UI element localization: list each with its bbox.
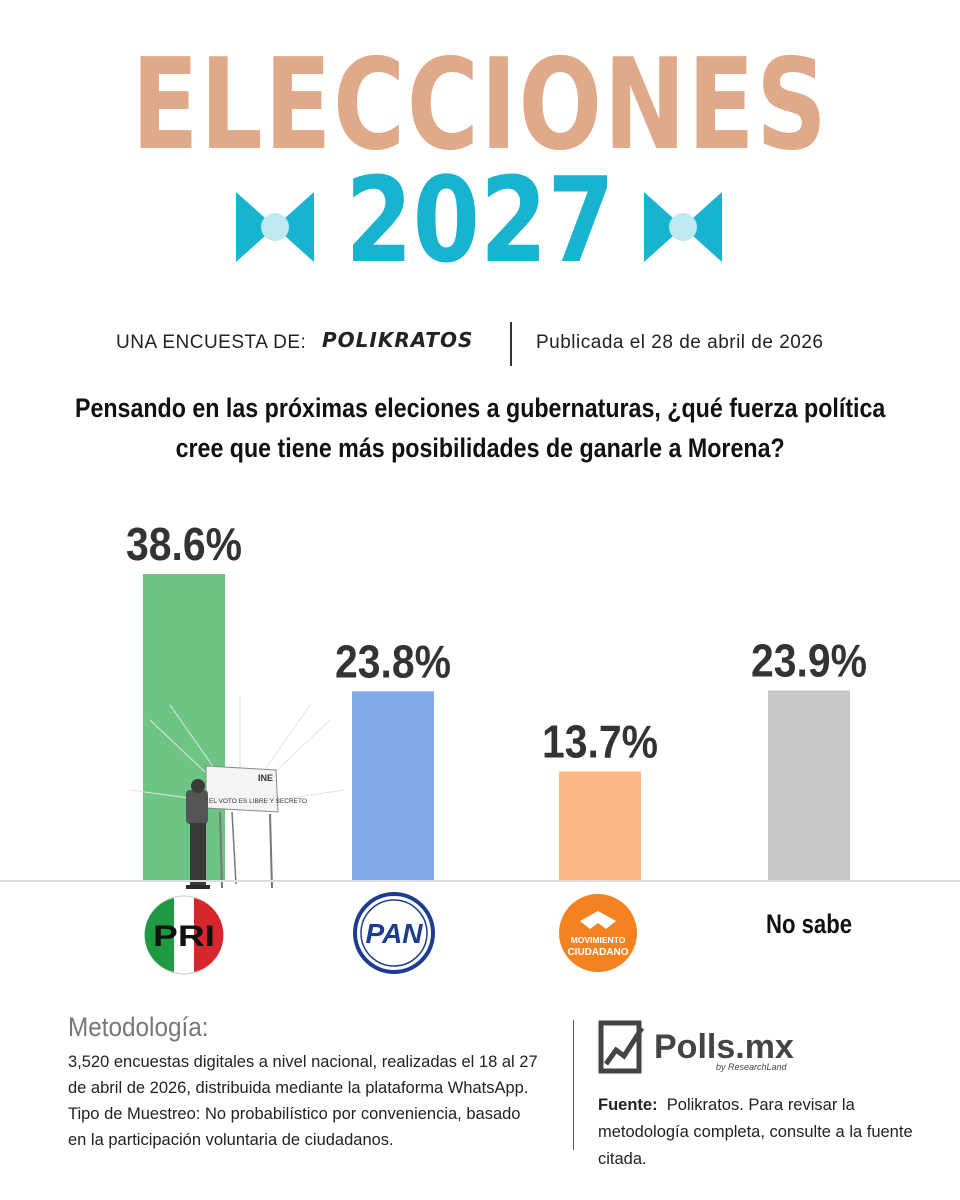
source-text: Polikratos. Para revisar la metodología … (598, 1096, 913, 1168)
source-label: Fuente: (598, 1096, 658, 1114)
value-label-no-sabe: 23.9% (751, 635, 867, 687)
byline-label: UNA ENCUESTA DE: (116, 332, 307, 353)
booth-slogan: EL VOTO ES LIBRE Y SECRETO (209, 798, 307, 805)
bar-movimiento-ciudadano (559, 771, 641, 880)
pan-logo: PAN (353, 892, 435, 974)
mc-text-2: CIUDADANO (567, 947, 628, 958)
survey-question: Pensando en las próximas eleciones a gub… (0, 388, 960, 468)
pan-text: PAN (365, 918, 423, 949)
methodology-p1: 3,520 encuestas digitales a nivel nacion… (68, 1053, 538, 1097)
pri-logo: PRI (144, 895, 224, 975)
polikratos-logo: POLIKRATOS (322, 328, 474, 352)
value-label-movimiento-ciudadano: 13.7% (542, 715, 658, 767)
booth-brand: INE (258, 773, 273, 783)
pri-text: PRI (153, 920, 215, 953)
byline: UNA ENCUESTA DE: POLIKRATOS Publicada el… (0, 322, 960, 366)
bar-chart: 38.6% 23.8% 13.7% 23.9% INE EL VOTO ES LIBR… (0, 518, 960, 975)
bar-pri (143, 574, 225, 880)
year-title: 2027 (345, 151, 615, 289)
left-bowtie-icon (236, 192, 314, 262)
main-title: ELECCIONES (131, 31, 829, 178)
publication-date: Publicada el 28 de abril de 2026 (536, 332, 824, 353)
movimiento-ciudadano-logo: MOVIMIENTO CIUDADANO (559, 894, 637, 972)
right-bowtie-icon (644, 192, 722, 262)
methodology-p2: Tipo de Muestreo: No probabilístico por … (68, 1105, 521, 1149)
bar-no-sabe (768, 690, 850, 880)
mc-text-1: MOVIMIENTO (571, 935, 626, 945)
no-sabe-label: No sabe (766, 909, 852, 939)
polls-logo: Polls.mx by ResearchLand (598, 1018, 818, 1078)
polls-name: Polls.mx (654, 1028, 794, 1066)
value-label-pan: 23.8% (335, 635, 451, 687)
source-note: Fuente: Polikratos. Para revisar la meto… (598, 1092, 928, 1173)
question-line-1: Pensando en las próximas eleciones a gub… (74, 393, 886, 423)
methodology-title: Metodología: (68, 1012, 209, 1042)
voting-booth-illustration: INE EL VOTO ES LIBRE Y SECRETO (129, 695, 346, 889)
question-line-2: cree que tiene más posibilidades de gana… (175, 433, 785, 463)
methodology: Metodología: 3,520 encuestas digitales a… (68, 1012, 538, 1153)
bar-pan (352, 691, 434, 880)
polls-sub: by ResearchLand (716, 1062, 787, 1072)
byline-divider (510, 322, 512, 366)
polls-chart-icon (598, 1020, 645, 1074)
footer-divider (573, 1020, 574, 1150)
value-label-pri: 38.6% (126, 518, 242, 570)
